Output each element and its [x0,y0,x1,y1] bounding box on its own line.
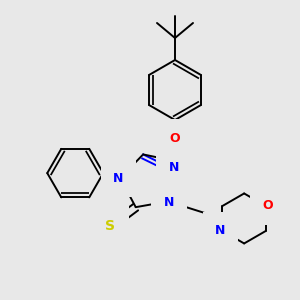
Text: N: N [164,196,174,209]
Text: O: O [262,200,273,212]
Text: N: N [215,224,226,238]
Text: O: O [170,131,180,145]
Text: N: N [113,172,124,184]
Text: S: S [105,219,115,233]
Text: N: N [169,161,179,174]
